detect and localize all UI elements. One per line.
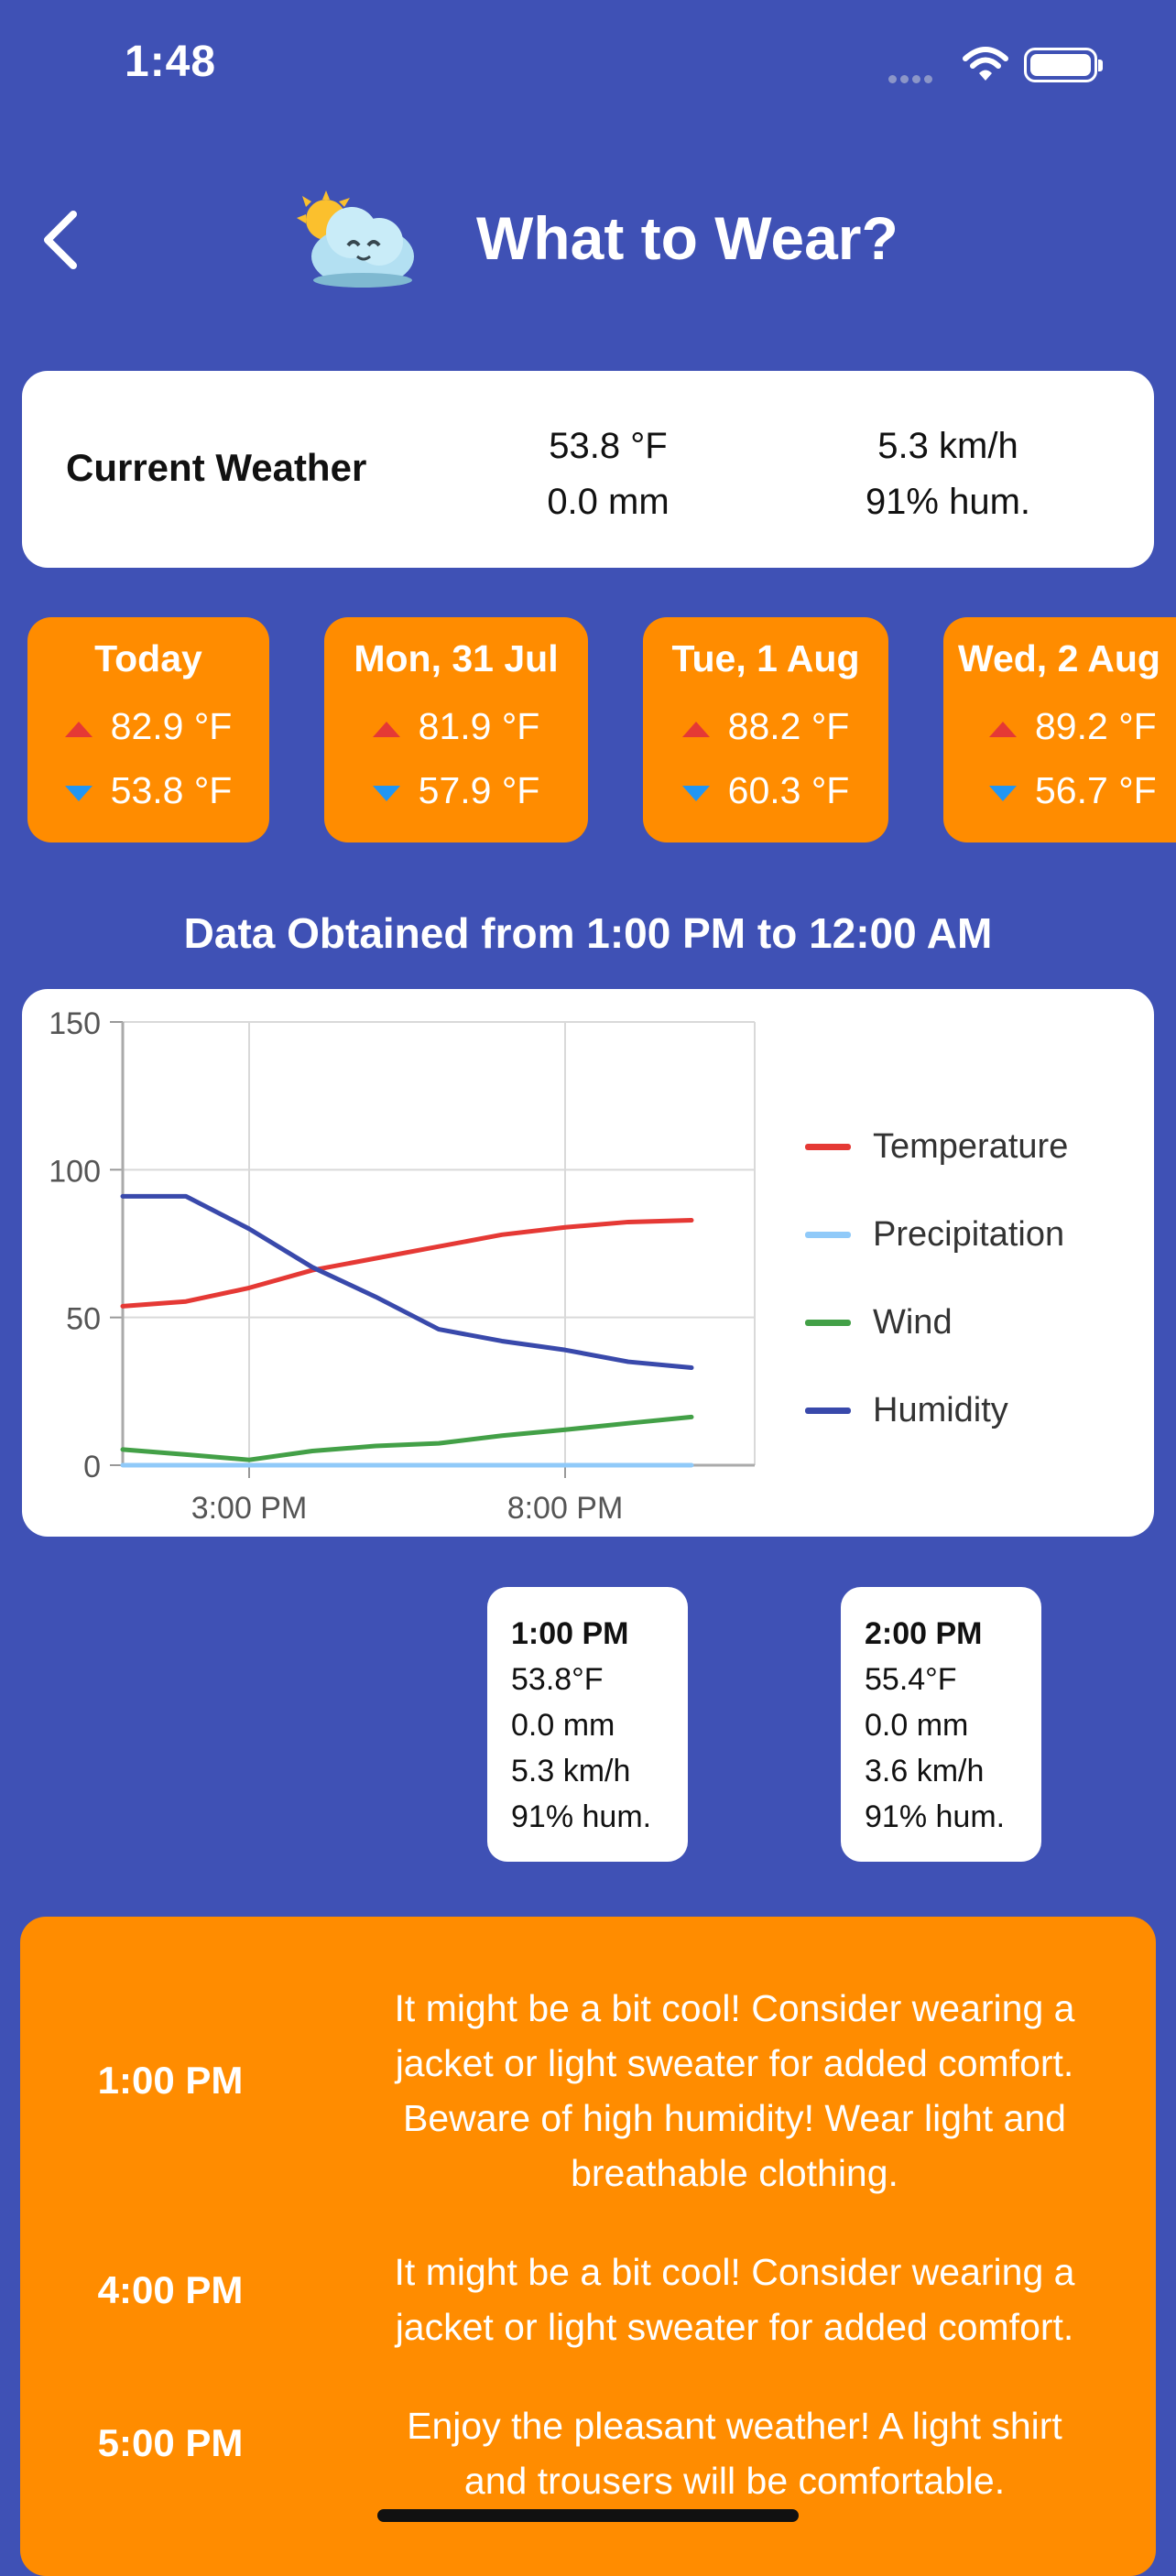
low-arrow-icon bbox=[681, 785, 710, 801]
hourly-temp: 55.4°F bbox=[865, 1662, 957, 1697]
clothing-advice-panel: 1:00 PM It might be a bit cool! Consider… bbox=[20, 1917, 1156, 2576]
hourly-time: 1:00 PM bbox=[511, 1616, 629, 1651]
forecast-high: 88.2 °F bbox=[727, 705, 850, 747]
wifi-icon bbox=[963, 47, 1008, 81]
forecast-low: 56.7 °F bbox=[1035, 769, 1157, 811]
current-temp-precip: 53.8 °F 0.0 mm bbox=[489, 418, 727, 530]
legend-swatch bbox=[805, 1143, 851, 1150]
low-arrow-icon bbox=[989, 785, 1017, 801]
forecast-card[interactable]: Wed, 2 Aug 89.2 °F 56.7 °F bbox=[943, 617, 1176, 842]
legend-label: Temperature bbox=[873, 1126, 1069, 1166]
hourly-time: 2:00 PM bbox=[865, 1616, 983, 1651]
x-tick-label: 8:00 PM bbox=[507, 1491, 624, 1526]
x-tick-label: 3:00 PM bbox=[191, 1491, 308, 1526]
hourly-card[interactable]: 2:00 PM 55.4°F 0.0 mm 3.6 km/h 91% hum. bbox=[841, 1587, 1041, 1862]
cellular-signal-icon bbox=[888, 71, 940, 83]
sun-cloud-logo-icon bbox=[297, 190, 414, 288]
advice-text: It might be a bit cool! Consider wearing… bbox=[394, 1987, 1075, 2194]
series-humidity-line bbox=[120, 1193, 694, 1371]
legend-swatch bbox=[805, 1231, 851, 1238]
legend-humidity: Humidity bbox=[805, 1390, 1008, 1430]
forecast-day: Wed, 2 Aug bbox=[958, 637, 1160, 679]
legend-swatch bbox=[805, 1407, 851, 1414]
current-humidity: 91% hum. bbox=[865, 482, 1031, 522]
current-precipitation: 0.0 mm bbox=[547, 482, 670, 522]
weather-chart-card: 0 50 100 150 3:00 PM 8:00 PM Temperature Prec… bbox=[22, 989, 1154, 1537]
advice-time: 1:00 PM bbox=[97, 2059, 244, 2102]
weather-line-chart: 0 50 100 150 3:00 PM 8:00 PM bbox=[49, 1006, 756, 1526]
chart-legend: Temperature Precipitation Wind Humidity bbox=[805, 989, 1153, 1537]
legend-temperature: Temperature bbox=[805, 1126, 1068, 1167]
high-arrow-icon bbox=[64, 721, 93, 737]
forecast-high: 89.2 °F bbox=[1035, 705, 1157, 747]
forecast-high: 81.9 °F bbox=[418, 705, 540, 747]
battery-icon bbox=[1024, 48, 1103, 82]
advice-text: Enjoy the pleasant weather! A light shir… bbox=[407, 2405, 1062, 2502]
hourly-temp: 53.8°F bbox=[511, 1662, 604, 1697]
hourly-precip: 0.0 mm bbox=[865, 1708, 969, 1743]
legend-wind: Wind bbox=[805, 1302, 953, 1342]
high-arrow-icon bbox=[989, 721, 1017, 737]
y-tick-label: 50 bbox=[66, 1302, 101, 1337]
high-arrow-icon bbox=[681, 721, 710, 737]
page-title: What to Wear? bbox=[476, 204, 898, 272]
current-weather-label: Current Weather bbox=[66, 446, 367, 489]
forecast-high: 82.9 °F bbox=[110, 705, 233, 747]
hourly-card[interactable]: 1:00 PM 53.8°F 0.0 mm 5.3 km/h 91% hum. bbox=[487, 1587, 688, 1862]
high-arrow-icon bbox=[372, 721, 400, 737]
y-tick-label: 0 bbox=[83, 1450, 101, 1484]
current-wind: 5.3 km/h bbox=[877, 426, 1018, 466]
legend-label: Precipitation bbox=[873, 1214, 1065, 1254]
low-arrow-icon bbox=[372, 785, 400, 801]
series-temperature-line bbox=[120, 1218, 694, 1309]
status-time: 1:48 bbox=[125, 38, 217, 86]
hourly-humidity: 91% hum. bbox=[511, 1799, 652, 1834]
back-chevron-icon[interactable] bbox=[33, 203, 88, 277]
legend-label: Humidity bbox=[873, 1390, 1008, 1429]
forecast-low: 53.8 °F bbox=[110, 769, 233, 811]
forecast-day: Tue, 1 Aug bbox=[671, 637, 860, 679]
legend-label: Wind bbox=[873, 1302, 953, 1342]
home-indicator[interactable] bbox=[377, 2509, 799, 2522]
forecast-low: 60.3 °F bbox=[727, 769, 850, 811]
series-wind-line bbox=[120, 1414, 694, 1462]
hourly-humidity: 91% hum. bbox=[865, 1799, 1006, 1834]
hourly-wind: 3.6 km/h bbox=[865, 1754, 985, 1788]
legend-swatch bbox=[805, 1319, 851, 1326]
forecast-card[interactable]: Tue, 1 Aug 88.2 °F 60.3 °F bbox=[643, 617, 888, 842]
current-wind-humidity: 5.3 km/h 91% hum. bbox=[815, 418, 1081, 530]
y-tick-label: 100 bbox=[49, 1154, 101, 1189]
low-arrow-icon bbox=[64, 785, 93, 801]
forecast-day: Mon, 31 Jul bbox=[354, 637, 559, 679]
current-temperature: 53.8 °F bbox=[549, 426, 668, 466]
hourly-wind: 5.3 km/h bbox=[511, 1754, 631, 1788]
hourly-precip: 0.0 mm bbox=[511, 1708, 615, 1743]
forecast-card[interactable]: Mon, 31 Jul 81.9 °F 57.9 °F bbox=[324, 617, 588, 842]
legend-precipitation: Precipitation bbox=[805, 1214, 1064, 1255]
data-range-heading: Data Obtained from 1:00 PM to 12:00 AM bbox=[183, 909, 993, 957]
advice-text: It might be a bit cool! Consider wearing… bbox=[394, 2251, 1075, 2348]
forecast-day: Today bbox=[94, 637, 202, 679]
current-weather-card: Current Weather 53.8 °F 0.0 mm 5.3 km/h … bbox=[22, 371, 1154, 568]
advice-time: 4:00 PM bbox=[97, 2268, 244, 2311]
forecast-card[interactable]: Today 82.9 °F 53.8 °F bbox=[27, 617, 269, 842]
y-tick-label: 150 bbox=[49, 1006, 101, 1041]
forecast-low: 57.9 °F bbox=[418, 769, 540, 811]
advice-time: 5:00 PM bbox=[97, 2421, 244, 2464]
